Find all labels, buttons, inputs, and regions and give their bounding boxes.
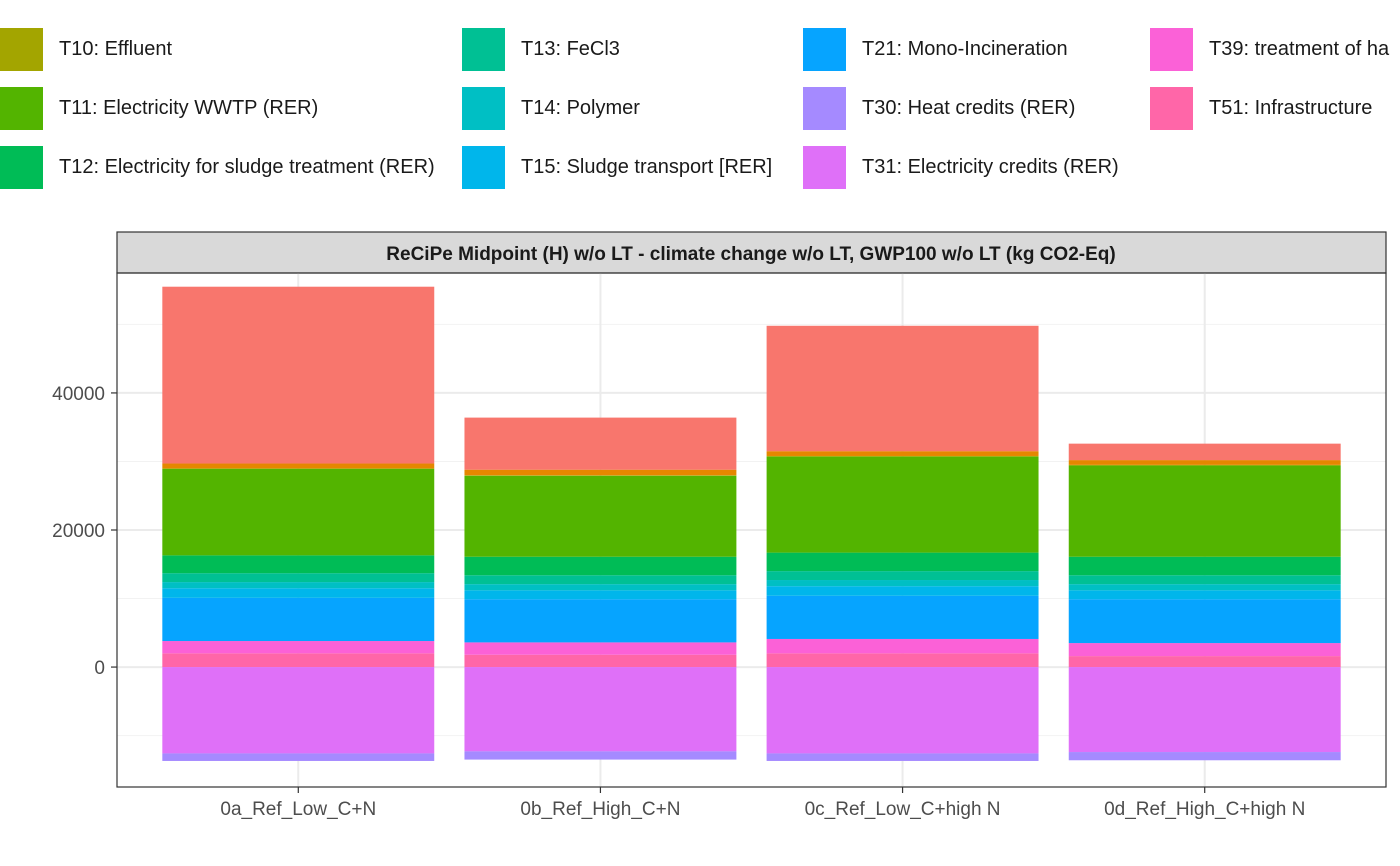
x-axis: 0a_Ref_Low_C+N 0b_Ref_High_C+N 0c_Ref_Low_…	[220, 787, 1305, 820]
bar-segment	[1068, 575, 1341, 585]
bar-segment	[162, 573, 435, 583]
bar-segment	[766, 571, 1039, 581]
legend-swatch	[462, 146, 505, 189]
bar-segment	[1068, 590, 1341, 600]
bar-segment	[766, 638, 1039, 654]
legend-label: T12: Electricity for sludge treatment (R…	[59, 156, 435, 178]
legend-item: T21: Mono-Incineration	[803, 28, 1068, 72]
legend-swatch	[1150, 87, 1193, 130]
legend-swatch	[1150, 28, 1193, 71]
legend-item: T14: Polymer	[462, 87, 640, 131]
bar-segment	[1068, 460, 1341, 465]
legend-label: T39: treatment of ha	[1209, 38, 1390, 60]
legend-swatch	[462, 28, 505, 71]
bar-segment	[1068, 643, 1341, 657]
legend-item: T15: Sludge transport [RER]	[462, 146, 772, 190]
bar-segment	[162, 555, 435, 574]
legend-label: T51: Infrastructure	[1209, 97, 1373, 119]
bar-segment	[1068, 443, 1341, 461]
bar-segment	[1068, 599, 1341, 644]
bar-segment	[766, 595, 1039, 639]
bar-segment	[162, 667, 435, 754]
y-tick-label: 0	[94, 658, 105, 679]
legend-swatch	[803, 146, 846, 189]
bar-segment	[162, 469, 435, 556]
bar-segment	[766, 456, 1039, 553]
legend: T10: Effluent T11: Electricity WWTP (RER)…	[0, 0, 1400, 200]
bar-segment	[766, 586, 1039, 596]
legend-swatch	[0, 87, 43, 130]
bar-segment	[464, 590, 737, 600]
chart-title: ReCiPe Midpoint (H) w/o LT - climate cha…	[386, 244, 1115, 265]
legend-swatch	[462, 87, 505, 130]
legend-label: T31: Electricity credits (RER)	[862, 156, 1119, 178]
legend-item: T12: Electricity for sludge treatment (R…	[0, 146, 435, 190]
bar-segment	[766, 552, 1039, 572]
bar-segment	[464, 751, 737, 760]
legend-swatch	[803, 28, 846, 71]
bar-segment	[1068, 656, 1341, 668]
bar-segment	[464, 599, 737, 643]
bar-segment	[464, 667, 737, 752]
legend-swatch	[0, 146, 43, 189]
legend-label: T11: Electricity WWTP (RER)	[59, 97, 319, 119]
bar-segment	[464, 584, 737, 591]
legend-item: T11: Electricity WWTP (RER)	[0, 87, 318, 131]
bar-segment	[766, 455, 1039, 457]
legend-item: T30: Heat credits (RER)	[803, 87, 1075, 131]
bar-segment	[766, 753, 1039, 761]
bar-segment	[162, 286, 435, 464]
x-tick-label: 0d_Ref_High_C+high N	[1104, 799, 1305, 820]
x-tick-label: 0c_Ref_Low_C+high N	[805, 799, 1001, 820]
bar-segment	[766, 325, 1039, 452]
bar-segment	[1068, 464, 1341, 466]
facet-strip	[116, 231, 1387, 274]
bar-segment	[162, 588, 435, 598]
bar-segment	[464, 469, 737, 476]
legend-item: T13: FeCl3	[462, 28, 620, 72]
bar-segment	[1068, 556, 1341, 576]
bar-segment	[766, 451, 1039, 456]
legend-label: T13: FeCl3	[521, 38, 620, 60]
bar-segment	[464, 475, 737, 557]
bar-segment	[464, 475, 737, 476]
bar-segment	[464, 642, 737, 655]
x-tick-label: 0a_Ref_Low_C+N	[220, 799, 376, 820]
bar-segment	[464, 417, 737, 470]
bar-segment	[162, 753, 435, 761]
legend-label: T21: Mono-Incineration	[862, 38, 1068, 60]
legend-label: T14: Polymer	[521, 97, 640, 119]
legend-label: T10: Effluent	[59, 38, 173, 60]
bar-segment	[1068, 465, 1341, 557]
bar-segment	[766, 667, 1039, 754]
bar-segment	[162, 582, 435, 589]
bar-segment	[464, 556, 737, 576]
bars	[162, 286, 1341, 761]
bar-segment	[766, 653, 1039, 668]
bar-segment	[1068, 584, 1341, 591]
bar-segment	[1068, 667, 1341, 753]
bar-segment	[162, 653, 435, 668]
legend-item: T31: Electricity credits (RER)	[803, 146, 1119, 190]
bar-segment	[1068, 752, 1341, 761]
bar-segment	[162, 641, 435, 654]
legend-item: T51: Infrastructure	[1150, 87, 1372, 131]
legend-swatch	[803, 87, 846, 130]
legend-item: T10: Effluent	[0, 28, 172, 72]
bar-segment	[464, 575, 737, 585]
legend-label: T30: Heat credits (RER)	[862, 97, 1076, 119]
bar-segment	[766, 580, 1039, 587]
bar-segment	[464, 654, 737, 668]
bar-segment	[162, 597, 435, 642]
bar-segment	[162, 468, 435, 470]
x-tick-label: 0b_Ref_High_C+N	[520, 799, 680, 820]
y-axis: 0 20000 40000	[52, 384, 117, 679]
legend-swatch	[0, 28, 43, 71]
legend-label: T15: Sludge transport [RER]	[521, 156, 773, 178]
legend-item: T39: treatment of ha	[1150, 28, 1389, 72]
bar-segment	[162, 463, 435, 469]
y-tick-label: 20000	[52, 521, 105, 542]
y-tick-label: 40000	[52, 384, 105, 405]
